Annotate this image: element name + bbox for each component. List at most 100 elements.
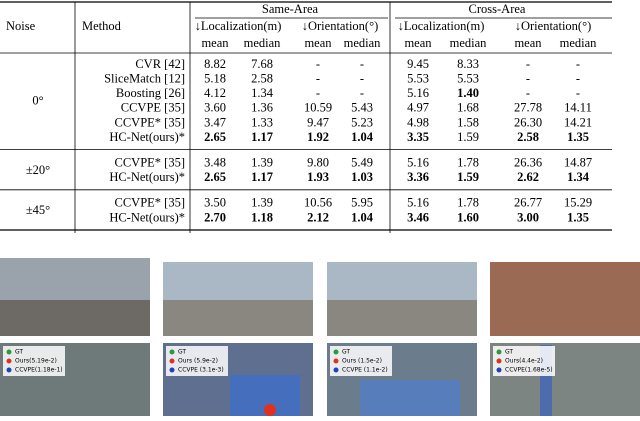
cell: mean: [514, 36, 542, 50]
legend-box: [166, 346, 228, 376]
cell: ↓Orientation(°): [302, 19, 379, 33]
cell: -: [576, 86, 580, 100]
cell: 14.87: [564, 155, 592, 169]
cell: 8.33: [457, 57, 479, 71]
cell: 3.35: [407, 130, 429, 144]
cell: 1.33: [251, 115, 273, 129]
cell: ±20°: [26, 163, 50, 177]
cell: 2.65: [204, 170, 226, 184]
figure: [0, 258, 640, 416]
legend-label: CCVPE (3.1e-3): [178, 367, 224, 374]
cell: median: [244, 36, 282, 50]
cell: 3.47: [204, 115, 226, 129]
heatmap-peak: [264, 404, 276, 416]
cell: 5.53: [407, 71, 429, 85]
legend-label: GT: [342, 349, 350, 356]
cell: 15.29: [564, 196, 592, 210]
cell: 3.60: [204, 101, 226, 115]
legend-label: GT: [505, 349, 513, 356]
cell: 4.12: [204, 86, 226, 100]
cell: 27.78: [514, 101, 542, 115]
cell: Method: [82, 19, 122, 33]
cell: 1.68: [457, 101, 479, 115]
cell: 2.58: [251, 71, 273, 85]
cell: 2.70: [204, 210, 226, 224]
cell: 26.77: [514, 196, 542, 210]
legend-label: Ours (1.5e-2): [342, 358, 382, 365]
cell: -: [526, 71, 530, 85]
cell: 1.34: [567, 170, 590, 184]
cell: 1.17: [251, 130, 273, 144]
cell: 1.34: [251, 86, 274, 100]
cell: 9.45: [407, 57, 429, 71]
heatmap: [360, 380, 460, 416]
cell: HC-Net(ours)*: [109, 130, 185, 144]
legend-box: [330, 346, 392, 376]
cell: -: [316, 86, 320, 100]
legend-marker: [333, 349, 339, 355]
cell: 9.80: [307, 155, 329, 169]
cell: SliceMatch [12]: [104, 71, 185, 85]
cell: 2.62: [517, 170, 539, 184]
cell: 1.35: [567, 130, 589, 144]
road: [327, 300, 477, 336]
cell: 4.97: [407, 101, 429, 115]
cell: -: [576, 57, 580, 71]
legend-label: GT: [15, 349, 23, 356]
cell: Noise: [6, 19, 36, 33]
cell: HC-Net(ours)*: [109, 170, 185, 184]
legend-marker: [496, 358, 502, 364]
legend-marker: [169, 358, 175, 364]
cell: -: [360, 57, 364, 71]
cell: ↓Localization(m): [195, 19, 282, 33]
cell: mean: [201, 36, 229, 50]
cell: -: [526, 86, 530, 100]
cell: ↓Localization(m): [398, 19, 485, 33]
cell: 3.50: [204, 196, 226, 210]
cell: 1.39: [251, 155, 273, 169]
legend-marker: [169, 349, 175, 355]
cell: 5.53: [457, 71, 479, 85]
cell: 9.47: [307, 115, 329, 129]
cell: ↓Orientation(°): [515, 19, 592, 33]
cell: Same-Area: [262, 2, 319, 16]
cell: 1.18: [251, 210, 273, 224]
cell: 14.21: [564, 115, 592, 129]
legend-label: CCVPE(1.18e-1): [15, 367, 63, 374]
legend-label: CCVPE(1.68e-5): [505, 367, 553, 374]
cell: 2.65: [204, 130, 226, 144]
legend-box: [3, 346, 65, 376]
cell: 1.35: [567, 210, 589, 224]
cell: 1.59: [457, 130, 479, 144]
cell: 3.36: [407, 170, 429, 184]
legend-marker: [6, 358, 12, 364]
cell: 0°: [32, 93, 43, 107]
cell: 5.16: [407, 86, 429, 100]
cell: -: [360, 71, 364, 85]
cell: 8.82: [204, 57, 226, 71]
cell: 1.17: [251, 170, 273, 184]
cell: CCVPE [35]: [121, 101, 185, 115]
panorama: [490, 262, 640, 336]
cell: 1.59: [457, 170, 479, 184]
legend-label: Ours(4.4e-2): [505, 358, 543, 365]
cell: 5.43: [351, 101, 373, 115]
legend-label: Ours (5.9e-2): [178, 358, 218, 365]
cell: HC-Net(ours)*: [109, 210, 185, 224]
cell: CVR [42]: [135, 57, 185, 71]
cell: 3.00: [517, 210, 539, 224]
legend-label: CCVPE (1.1e-2): [342, 367, 388, 374]
cell: 5.18: [204, 71, 226, 85]
cell: 5.16: [407, 155, 429, 169]
cell: 5.49: [351, 155, 373, 169]
cell: 1.04: [351, 130, 374, 144]
cell: median: [450, 36, 488, 50]
cell: 10.59: [304, 101, 332, 115]
cell: -: [526, 57, 530, 71]
cell: CCVPE* [35]: [115, 196, 186, 210]
cell: 1.93: [307, 170, 329, 184]
cell: 5.23: [351, 115, 373, 129]
cell: 3.46: [407, 210, 429, 224]
cell: median: [344, 36, 382, 50]
